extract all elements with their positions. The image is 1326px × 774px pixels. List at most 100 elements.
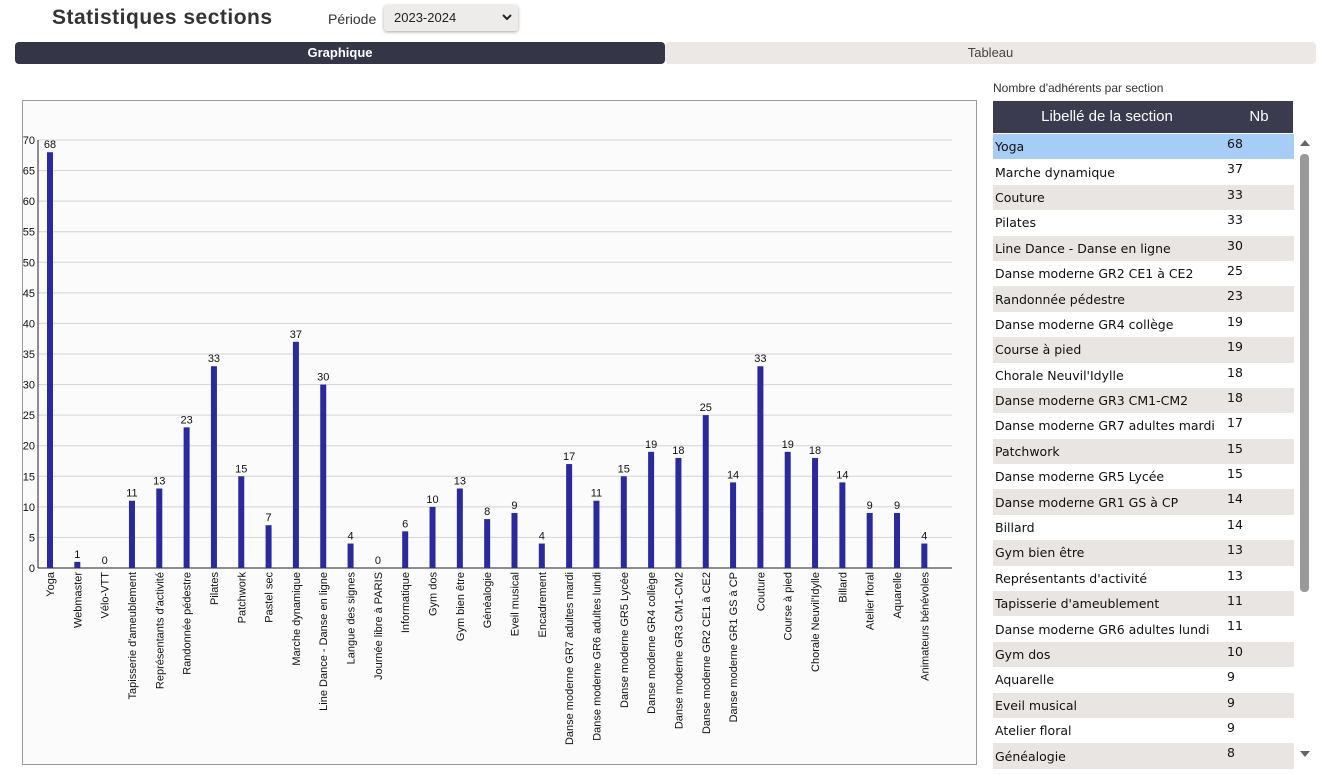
y-tick-label: 0: [29, 563, 35, 575]
x-tick-label: Patchwork: [236, 572, 248, 624]
tab-tableau[interactable]: Tableau: [665, 42, 1316, 64]
table-row[interactable]: Line Dance - Danse en ligne 30: [993, 235, 1294, 261]
table-row[interactable]: Course à pied 19: [993, 337, 1294, 363]
section-label: Couture: [995, 189, 1045, 205]
x-tick-label: Pilates: [209, 572, 221, 606]
y-tick-label: 20: [23, 441, 35, 453]
x-tick-label: Billard: [837, 572, 849, 603]
value-label: 18: [672, 445, 684, 457]
tab-graphique[interactable]: Graphique: [15, 42, 665, 64]
section-label: Danse moderne GR1 GS à CP: [995, 494, 1179, 510]
x-tick-label: Danse moderne GR6 adultes lundi: [591, 572, 603, 741]
member-count: 9: [1227, 669, 1235, 685]
member-count: 33: [1227, 212, 1243, 228]
scrollbar[interactable]: [1297, 134, 1313, 764]
table-row[interactable]: Patchwork 15: [993, 438, 1294, 465]
bar: [675, 457, 682, 568]
value-label: 7: [266, 512, 272, 524]
bar: [894, 512, 901, 568]
member-count: 15: [1227, 466, 1243, 482]
value-label: 37: [290, 329, 302, 341]
section-label: Danse moderne GR2 CE1 à CE2: [995, 266, 1194, 282]
table-row[interactable]: Danse moderne GR4 collège 19: [993, 311, 1294, 338]
member-count: 18: [1227, 364, 1243, 380]
value-label: 6: [402, 518, 408, 530]
x-tick-label: Vélo-VTT: [100, 572, 112, 619]
column-header[interactable]: Libellé de la section: [1041, 108, 1173, 125]
bar: [402, 531, 409, 568]
bar: [265, 525, 272, 568]
table-row[interactable]: Chorale Neuvil'Idylle 18: [993, 362, 1294, 388]
member-count: 18: [1227, 389, 1243, 405]
x-tick-label: Animateurs bénévoles: [919, 572, 931, 681]
table-row[interactable]: Danse moderne GR5 Lycée 15: [993, 464, 1294, 490]
table-row[interactable]: Représentants d'activité 13: [993, 565, 1294, 592]
x-tick-label: Généalogie: [482, 572, 494, 628]
x-tick-label: Gym dos: [428, 572, 440, 617]
member-count: 8: [1227, 745, 1235, 761]
member-count: 30: [1227, 237, 1243, 253]
chart-frame: [22, 100, 977, 765]
table-row[interactable]: Tapisserie d'ameublement 11: [993, 591, 1294, 617]
table-row[interactable]: Généalogie 8: [993, 743, 1294, 769]
value-label: 23: [180, 414, 192, 426]
value-label: 33: [754, 353, 766, 365]
bar: [593, 500, 600, 568]
bar: [620, 476, 627, 568]
table-row[interactable]: Atelier floral 9: [993, 717, 1294, 744]
table-row[interactable]: Yoga 68: [993, 134, 1294, 160]
table-row[interactable]: Aquarelle 9: [993, 667, 1294, 693]
y-tick-label: 40: [23, 318, 35, 330]
x-tick-label: Tapisserie d'ameublement: [127, 572, 139, 699]
member-count: 19: [1227, 313, 1243, 329]
table-row[interactable]: Gym dos 10: [993, 641, 1294, 668]
value-label: 17: [563, 451, 575, 463]
value-label: 33: [208, 353, 220, 365]
bar: [730, 482, 737, 568]
value-label: 30: [317, 372, 329, 384]
table-row[interactable]: Gym bien être 13: [993, 540, 1294, 566]
bar: [839, 482, 846, 568]
column-header[interactable]: Nb: [1249, 108, 1269, 125]
x-tick-label: Eveil musical: [509, 572, 521, 636]
member-count: 33: [1227, 186, 1243, 202]
table-row[interactable]: Danse moderne GR6 adultes lundi 11: [993, 616, 1294, 642]
value-label: 15: [618, 463, 630, 475]
y-tick-label: 15: [23, 471, 35, 483]
bar: [648, 451, 655, 568]
table-row[interactable]: Randonnée pédestre 23: [993, 286, 1294, 312]
x-tick-label: Course à pied: [783, 572, 795, 641]
member-count: 17: [1227, 415, 1243, 431]
table-row[interactable]: Marche dynamique 37: [993, 159, 1294, 185]
table-row[interactable]: Danse moderne GR1 GS à CP 14: [993, 489, 1294, 515]
table-row[interactable]: Danse moderne GR7 adultes mardi 17: [993, 413, 1294, 439]
y-tick-label: 50: [23, 257, 35, 269]
table-row[interactable]: Danse moderne GR3 CM1-CM2 18: [993, 387, 1294, 414]
bar: [566, 464, 573, 568]
x-tick-label: Randonnée pédestre: [182, 572, 194, 675]
value-label: 18: [809, 445, 821, 457]
table-row[interactable]: Danse moderne GR2 CE1 à CE2 25: [993, 260, 1294, 287]
x-tick-label: Aquarelle: [892, 572, 904, 618]
period-label: Période: [328, 11, 377, 27]
table-row[interactable]: Eveil musical 9: [993, 692, 1294, 718]
bar: [292, 341, 299, 568]
member-count: 37: [1227, 161, 1243, 177]
member-count: 19: [1227, 339, 1243, 355]
table-row[interactable]: Pilates 33: [993, 210, 1294, 236]
value-label: 11: [126, 488, 137, 500]
bar: [156, 488, 163, 568]
table-row[interactable]: Billard 14: [993, 514, 1294, 541]
bar: [210, 366, 217, 568]
value-label: 10: [426, 494, 438, 506]
period-select[interactable]: 2023-2024: [384, 5, 518, 31]
bar: [347, 543, 354, 568]
section-label: Gym dos: [995, 647, 1051, 662]
value-label: 8: [484, 506, 490, 518]
chart: 0510152025303540455055606570Yoga68Webmas…: [22, 100, 977, 765]
section-label: Danse moderne GR4 collège: [995, 316, 1174, 332]
table-row[interactable]: Couture 33: [993, 184, 1294, 211]
x-tick-label: Informatique: [400, 572, 412, 633]
x-tick-label: Journée libre à PARIS: [373, 572, 385, 680]
value-label: 9: [867, 500, 873, 512]
